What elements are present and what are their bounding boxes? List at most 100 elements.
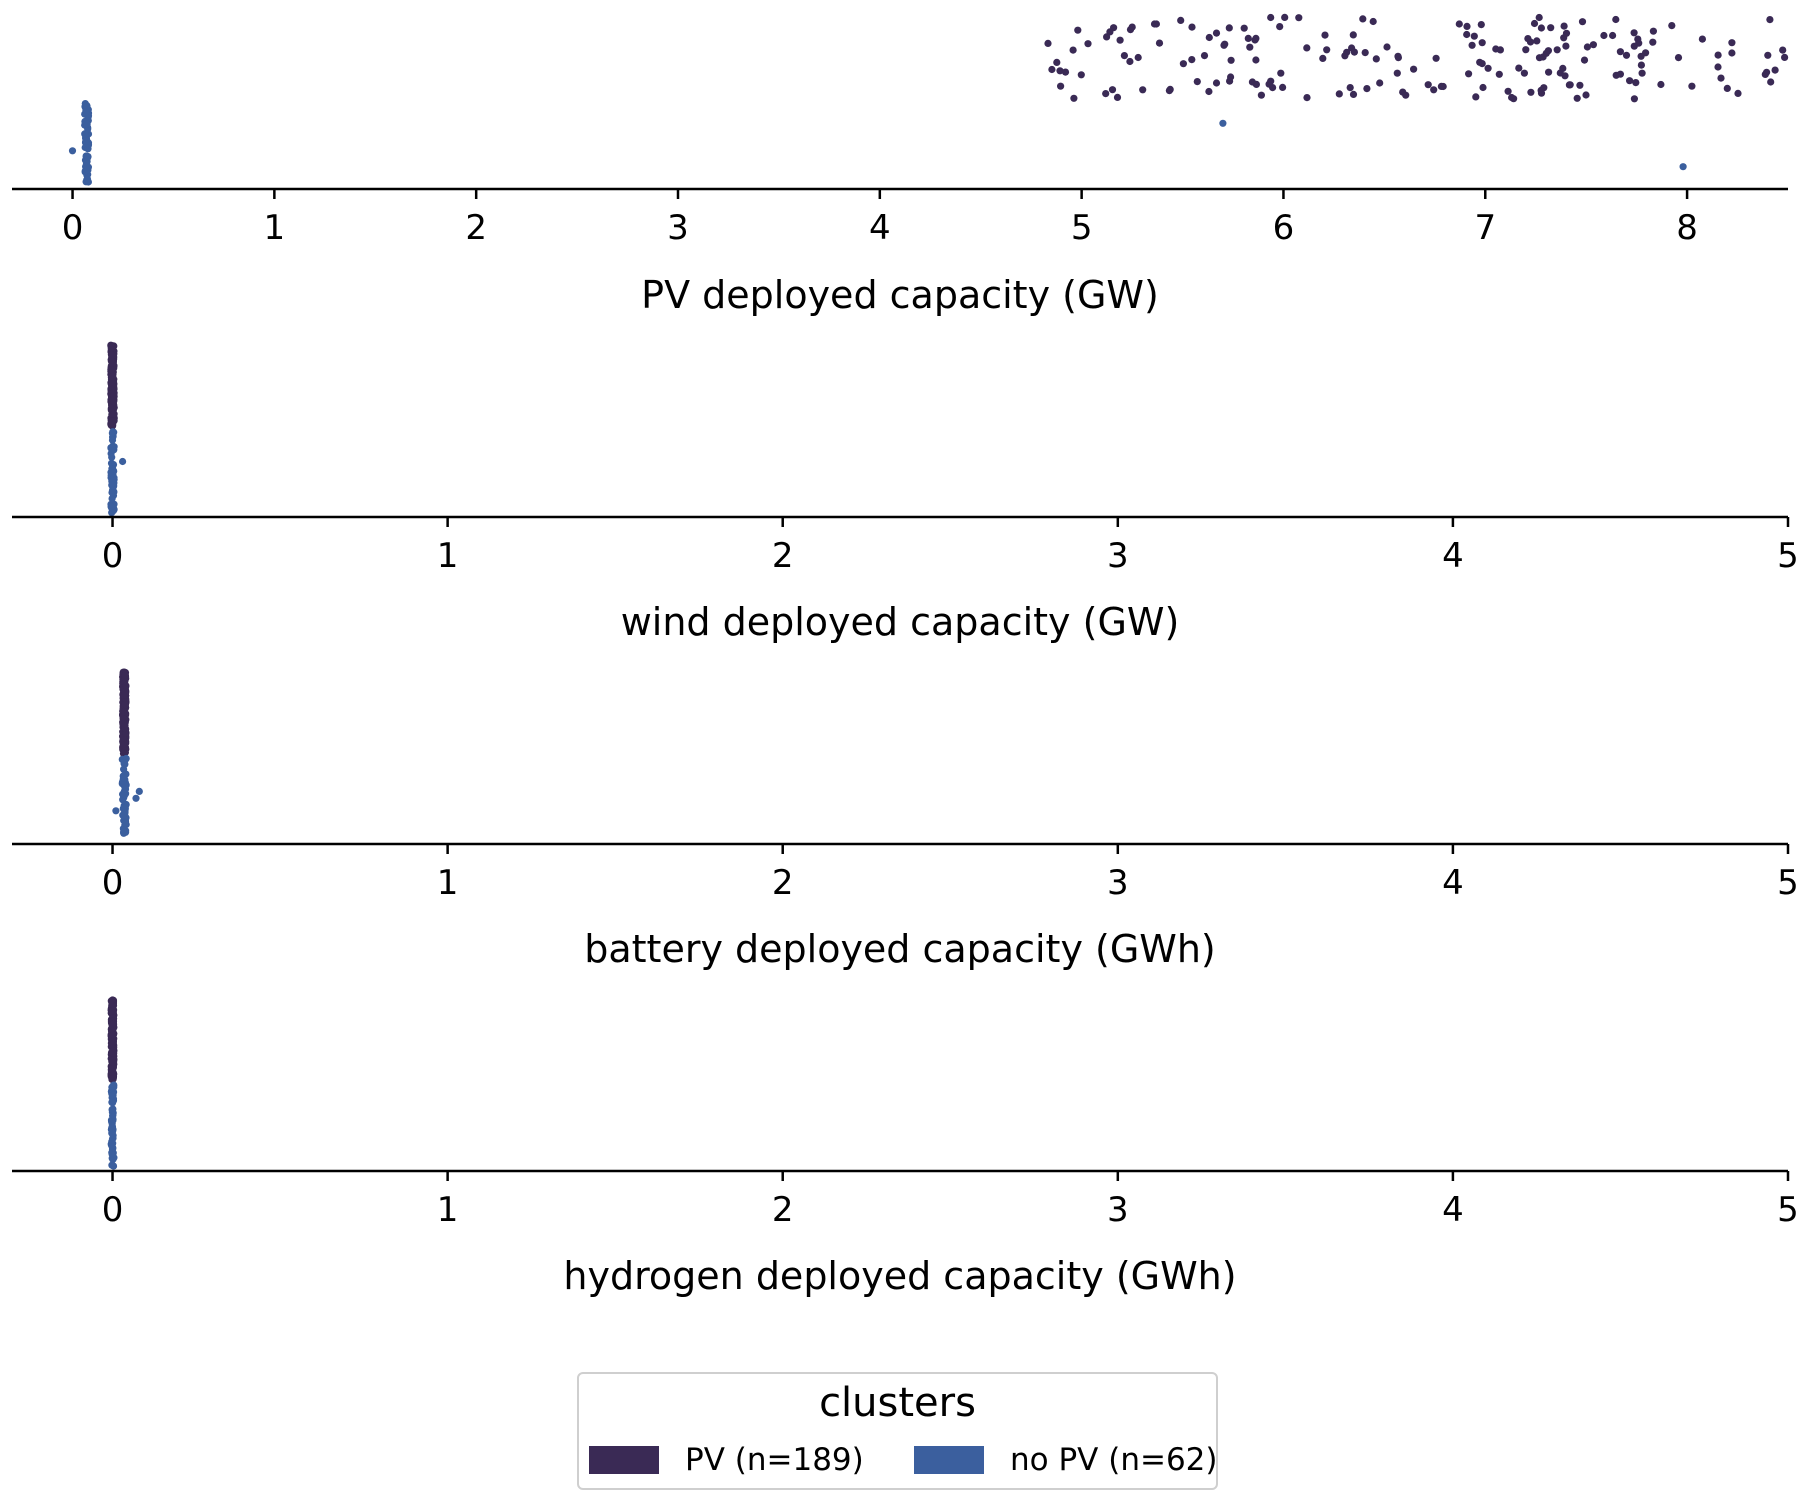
pv-capacity-points bbox=[68, 13, 1789, 186]
pv-capacity-pv-point bbox=[1566, 81, 1574, 89]
pv-capacity-pv-point bbox=[1638, 69, 1646, 77]
pv-capacity-pv-point bbox=[1257, 91, 1265, 99]
pv-capacity-pv-point bbox=[1205, 33, 1213, 42]
pv-capacity-pv-point bbox=[1056, 67, 1064, 75]
pv-capacity-pv-point bbox=[1717, 74, 1725, 82]
pv-capacity-pv-point bbox=[1478, 39, 1486, 47]
hydrogen-capacity-no-pv-point bbox=[109, 1162, 118, 1170]
wind-capacity-tick-label-3: 3 bbox=[1107, 536, 1129, 576]
pv-capacity-pv-point bbox=[1484, 64, 1492, 72]
battery-capacity-no-pv-point bbox=[122, 754, 130, 763]
pv-capacity-pv-point bbox=[1630, 29, 1638, 37]
pv-capacity-ticks: 0 1 2 3 4 5 6 7 8 bbox=[62, 189, 1698, 248]
pv-capacity-pv-point bbox=[1559, 64, 1567, 72]
pv-capacity-pv-point bbox=[1439, 82, 1447, 91]
pv-capacity-pv-point bbox=[1527, 88, 1535, 96]
pv-capacity-pv-point bbox=[1612, 15, 1620, 24]
pv-capacity-pv-point bbox=[1515, 64, 1523, 72]
pv-capacity-pv-point bbox=[1560, 22, 1568, 30]
hydrogen-capacity-x-axis-label: hydrogen deployed capacity (GWh) bbox=[563, 1254, 1236, 1298]
wind-capacity-pv-point bbox=[108, 366, 116, 374]
pv-capacity-pv-point bbox=[1544, 47, 1552, 55]
pv-capacity-pv-point bbox=[1134, 53, 1142, 62]
pv-capacity-pv-point bbox=[1393, 69, 1401, 77]
pv-capacity-pv-point bbox=[1535, 13, 1543, 22]
hydrogen-capacity-pv-point bbox=[108, 1075, 117, 1083]
pv-capacity-pv-point bbox=[1463, 22, 1471, 30]
wind-capacity-tick-label-2: 2 bbox=[772, 536, 794, 576]
pv-capacity-pv-point bbox=[1553, 46, 1561, 54]
pv-capacity-pv-point bbox=[1120, 52, 1128, 60]
pv-capacity-pv-point bbox=[1394, 54, 1402, 62]
pv-capacity-no-pv-outlier-point bbox=[1219, 119, 1227, 127]
pv-capacity-pv-point bbox=[1188, 56, 1196, 64]
pv-capacity-pv-point bbox=[1714, 51, 1722, 59]
hydrogen-capacity-no-pv-point bbox=[109, 1082, 117, 1090]
battery-capacity-points bbox=[112, 668, 143, 837]
pv-capacity-pv-point bbox=[1321, 31, 1329, 39]
pv-capacity-pv-point bbox=[1348, 44, 1356, 52]
pv-capacity-pv-point bbox=[1139, 86, 1147, 94]
pv-capacity-pv-point bbox=[1212, 79, 1221, 87]
wind-capacity-no-pv-point bbox=[108, 495, 116, 503]
hydrogen-capacity-pv-point bbox=[109, 1058, 117, 1066]
pv-capacity-pv-point bbox=[1649, 27, 1657, 35]
pv-capacity-pv-point bbox=[1323, 46, 1331, 54]
pv-capacity-pv-point bbox=[1240, 24, 1248, 32]
battery-capacity-tick-label-3: 3 bbox=[1107, 863, 1129, 903]
pv-capacity-pv-point bbox=[1077, 71, 1085, 79]
pv-capacity-pv-point bbox=[1227, 56, 1235, 64]
pv-capacity-pv-point bbox=[1361, 49, 1369, 57]
pv-capacity-tick-label-2: 2 bbox=[465, 208, 487, 248]
hydrogen-capacity-no-pv-point bbox=[109, 1111, 117, 1119]
pv-capacity-tick-label-4: 4 bbox=[869, 208, 891, 248]
pv-capacity-pv-point bbox=[1634, 35, 1642, 43]
hydrogen-capacity-no-pv-point bbox=[108, 1143, 116, 1151]
pv-capacity-tick-label-0: 0 bbox=[62, 208, 84, 248]
pv-capacity-no-pv-point bbox=[83, 120, 91, 128]
battery-capacity-no-pv-point bbox=[121, 760, 129, 768]
pv-capacity-pv-point bbox=[1734, 89, 1742, 97]
pv-capacity-pv-point bbox=[1069, 46, 1077, 54]
pv-capacity-pv-point bbox=[1220, 41, 1228, 49]
pv-capacity-pv-point bbox=[1084, 40, 1092, 48]
pv-capacity-pv-point bbox=[1530, 19, 1539, 28]
pv-capacity-pv-point bbox=[1763, 68, 1771, 76]
pv-capacity-no-pv-point bbox=[83, 102, 91, 110]
pv-capacity-no-pv-point bbox=[82, 137, 90, 145]
pv-capacity-no-pv-point bbox=[83, 175, 92, 183]
pv-capacity-pv-point bbox=[1276, 23, 1284, 31]
wind-capacity-tick-label-5: 5 bbox=[1777, 536, 1799, 576]
wind-capacity-pv-point bbox=[108, 343, 116, 351]
pv-capacity-pv-point bbox=[1522, 46, 1530, 54]
pv-capacity-pv-point bbox=[1578, 18, 1587, 26]
pv-capacity-pv-point bbox=[1688, 82, 1696, 90]
pv-capacity-pv-point bbox=[1383, 43, 1391, 51]
battery-capacity-no-pv-point bbox=[121, 819, 129, 827]
pv-capacity-pv-point bbox=[1520, 69, 1528, 77]
pv-capacity-pv-point bbox=[1576, 81, 1584, 89]
pv-capacity-pv-point bbox=[1580, 56, 1589, 64]
battery-capacity-pv-point bbox=[121, 708, 129, 716]
pv-capacity-pv-point bbox=[1600, 31, 1608, 40]
pv-capacity-pv-point bbox=[1470, 32, 1478, 40]
hydrogen-capacity-pv-point bbox=[109, 1047, 117, 1055]
hydrogen-capacity-tick-label-2: 2 bbox=[772, 1190, 794, 1230]
pv-capacity-pv-point bbox=[1346, 84, 1354, 92]
pv-capacity-pv-point bbox=[1537, 89, 1546, 97]
pv-capacity-pv-point bbox=[1698, 35, 1706, 43]
pv-capacity-pv-point bbox=[1116, 36, 1124, 44]
battery-capacity-x-axis-label: battery deployed capacity (GWh) bbox=[584, 927, 1216, 971]
pv-capacity-pv-point bbox=[1609, 31, 1617, 40]
pv-capacity-no-pv-outlier-point bbox=[1679, 163, 1687, 171]
pv-capacity-pv-point bbox=[1767, 78, 1775, 86]
pv-capacity-pv-point bbox=[1108, 86, 1117, 94]
battery-capacity-tick-label-1: 1 bbox=[437, 863, 459, 903]
battery-capacity-pv-point bbox=[120, 741, 128, 749]
pv-capacity-no-pv-outlier-point bbox=[68, 147, 77, 155]
pv-capacity-tick-label-6: 6 bbox=[1273, 208, 1295, 248]
pv-capacity-pv-point bbox=[1723, 84, 1731, 92]
pv-capacity-pv-point bbox=[1277, 69, 1285, 77]
panel-hydrogen-capacity: 0 1 2 3 4 5 hydrogen deployed capacity (GWh) bbox=[12, 996, 1799, 1298]
legend-swatch-pv bbox=[589, 1446, 659, 1474]
